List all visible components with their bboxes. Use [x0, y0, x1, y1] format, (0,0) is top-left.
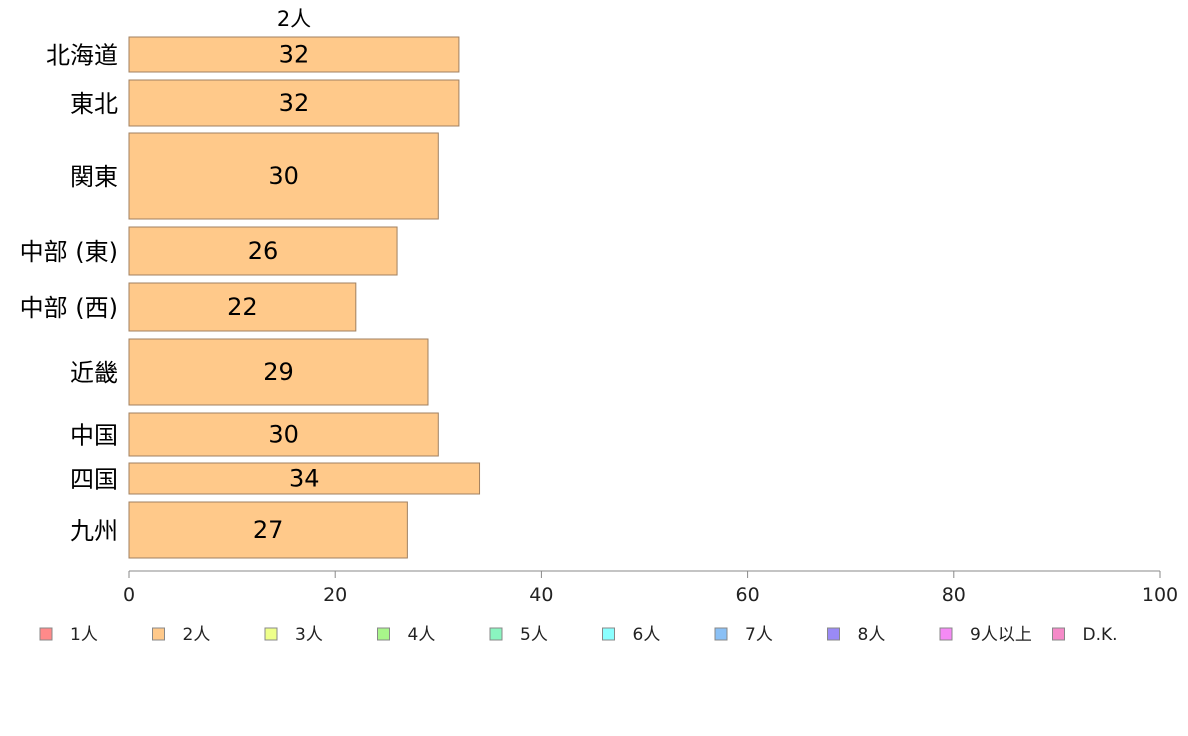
- x-axis: 0 20 40 60 80 100: [123, 570, 1178, 606]
- x-tick-label: 80: [942, 584, 966, 606]
- legend-swatch: [264, 627, 278, 641]
- bar-segment: [128, 462, 481, 495]
- legend-label: 3人: [295, 625, 323, 645]
- legend-swatch: [827, 627, 840, 641]
- data-label: 34: [289, 465, 320, 493]
- data-label: 22: [227, 293, 258, 321]
- category-label: 近畿: [70, 359, 118, 387]
- data-label: 26: [248, 237, 279, 265]
- legend-label: 6人: [633, 625, 661, 645]
- legend-label: D.K.: [1083, 625, 1118, 645]
- data-label: 27: [253, 516, 284, 544]
- category-label: 九州: [70, 517, 118, 545]
- bar-segment: [128, 412, 439, 457]
- bar-segment: [128, 282, 357, 332]
- data-label: 32: [279, 89, 310, 117]
- x-tick-label: 40: [529, 584, 553, 606]
- category-label: 四国: [70, 466, 118, 494]
- data-label: 30: [268, 421, 299, 449]
- category-label: 中部 (西): [20, 294, 118, 322]
- bar-segment: [128, 132, 439, 220]
- x-tick-label: 20: [323, 584, 347, 606]
- legend-label: 4人: [408, 625, 436, 645]
- x-tick-label: 100: [1142, 584, 1178, 606]
- legend-label: 8人: [858, 625, 886, 645]
- data-label: 30: [268, 162, 299, 190]
- bar-segment: [128, 79, 460, 127]
- bar-segment: [128, 338, 429, 406]
- legend-swatch: [939, 627, 953, 641]
- legend-label: 1人: [70, 625, 98, 645]
- legend-label: 2人: [183, 625, 211, 645]
- legend-swatch: [1052, 627, 1065, 641]
- bar-segment: [128, 501, 408, 559]
- bar-segment: [128, 226, 398, 276]
- category-label: 中国: [70, 422, 118, 450]
- legend: 1人 2人 3人 4人 5人 6人 7人 8人 9人以上 D.K.: [39, 625, 1118, 645]
- series-header-label: 2人: [277, 7, 311, 31]
- legend-label: 5人: [520, 625, 548, 645]
- bar-segment: [128, 36, 460, 73]
- data-label: 32: [279, 41, 310, 69]
- legend-swatch: [489, 627, 503, 641]
- x-tick-label: 60: [736, 584, 760, 606]
- data-label: 29: [263, 358, 294, 386]
- legend-swatch: [377, 627, 390, 641]
- legend-swatch: [714, 627, 728, 641]
- legend-label: 9人以上: [970, 625, 1032, 645]
- category-label: 東北: [70, 90, 118, 118]
- legend-swatch: [39, 627, 53, 641]
- legend-label: 7人: [745, 625, 773, 645]
- x-tick-label: 0: [123, 584, 135, 606]
- category-label: 関東: [70, 163, 118, 191]
- legend-swatch: [602, 627, 615, 641]
- category-label: 中部 (東): [20, 238, 118, 266]
- legend-swatch: [152, 627, 165, 641]
- category-label: 北海道: [46, 42, 118, 70]
